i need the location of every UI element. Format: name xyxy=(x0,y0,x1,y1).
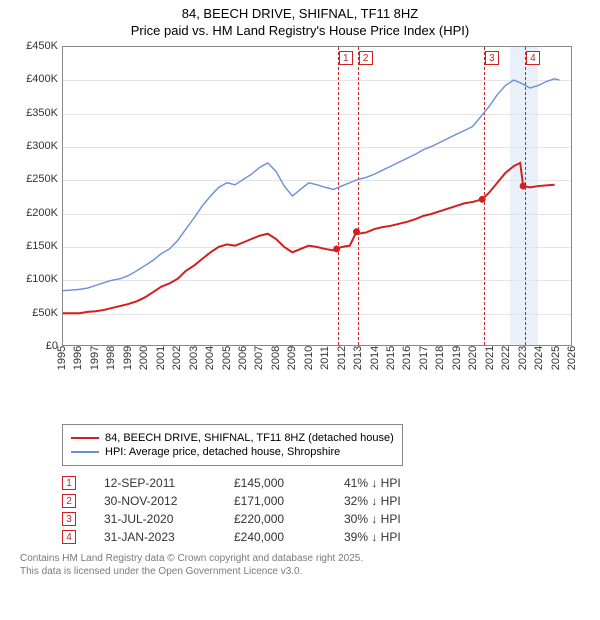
x-tick-label: 2020 xyxy=(467,346,479,370)
x-tick-label: 2015 xyxy=(385,346,397,370)
x-tick-label: 2018 xyxy=(434,346,446,370)
sale-price: £220,000 xyxy=(234,512,344,526)
series-svg xyxy=(63,47,571,345)
x-tick-label: 2011 xyxy=(319,346,331,370)
legend-row-property: 84, BEECH DRIVE, SHIFNAL, TF11 8HZ (deta… xyxy=(71,432,394,444)
x-tick-label: 2000 xyxy=(138,346,150,370)
sale-date: 31-JUL-2020 xyxy=(104,512,234,526)
x-tick-label: 2019 xyxy=(451,346,463,370)
x-tick-label: 1997 xyxy=(89,346,101,370)
sale-row: 3 31-JUL-2020£220,00030% ↓ HPI xyxy=(62,512,600,526)
y-tick-label: £350K xyxy=(18,107,58,119)
x-tick-label: 2017 xyxy=(418,346,430,370)
sale-diff: 41% ↓ HPI xyxy=(344,476,464,490)
sale-point xyxy=(353,228,360,235)
sale-date: 12-SEP-2011 xyxy=(104,476,234,490)
x-tick-label: 2001 xyxy=(155,346,167,370)
x-tick-label: 1995 xyxy=(56,346,68,370)
x-tick-label: 2016 xyxy=(401,346,413,370)
x-tick-label: 1999 xyxy=(122,346,134,370)
title-subtitle: Price paid vs. HM Land Registry's House … xyxy=(0,23,600,38)
footnote: Contains HM Land Registry data © Crown c… xyxy=(20,552,600,578)
sale-number: 2 xyxy=(62,494,76,508)
x-tick-label: 2012 xyxy=(336,346,348,370)
sale-point xyxy=(520,183,527,190)
x-tick-label: 2002 xyxy=(171,346,183,370)
x-tick-label: 1998 xyxy=(105,346,117,370)
footnote-line2: This data is licensed under the Open Gov… xyxy=(20,565,600,578)
y-tick-label: £200K xyxy=(18,207,58,219)
title-block: 84, BEECH DRIVE, SHIFNAL, TF11 8HZ Price… xyxy=(0,0,600,40)
sale-price: £145,000 xyxy=(234,476,344,490)
x-tick-label: 1996 xyxy=(72,346,84,370)
x-tick-label: 2014 xyxy=(369,346,381,370)
x-tick-label: 2007 xyxy=(253,346,265,370)
plot-area: 1234 xyxy=(62,46,572,346)
sale-row: 1 12-SEP-2011£145,00041% ↓ HPI xyxy=(62,476,600,490)
y-tick-label: £100K xyxy=(18,273,58,285)
x-tick-label: 2021 xyxy=(484,346,496,370)
sale-point xyxy=(333,246,340,253)
chart-container: 84, BEECH DRIVE, SHIFNAL, TF11 8HZ Price… xyxy=(0,0,600,620)
sale-diff: 32% ↓ HPI xyxy=(344,494,464,508)
sale-date: 30-NOV-2012 xyxy=(104,494,234,508)
y-tick-label: £50K xyxy=(18,307,58,319)
sale-price: £171,000 xyxy=(234,494,344,508)
sale-diff: 39% ↓ HPI xyxy=(344,530,464,544)
y-tick-label: £250K xyxy=(18,173,58,185)
x-tick-label: 2005 xyxy=(221,346,233,370)
sale-price: £240,000 xyxy=(234,530,344,544)
y-tick-label: £300K xyxy=(18,140,58,152)
series-property xyxy=(63,163,555,313)
x-tick-label: 2013 xyxy=(352,346,364,370)
legend-row-hpi: HPI: Average price, detached house, Shro… xyxy=(71,446,394,458)
x-tick-label: 2025 xyxy=(550,346,562,370)
x-tick-label: 2023 xyxy=(517,346,529,370)
x-tick-label: 2006 xyxy=(237,346,249,370)
x-tick-label: 2009 xyxy=(286,346,298,370)
sale-number: 1 xyxy=(62,476,76,490)
x-tick-label: 2022 xyxy=(500,346,512,370)
x-tick-label: 2004 xyxy=(204,346,216,370)
legend: 84, BEECH DRIVE, SHIFNAL, TF11 8HZ (deta… xyxy=(62,424,403,466)
legend-swatch-hpi xyxy=(71,451,99,453)
y-tick-label: £450K xyxy=(18,40,58,52)
series-hpi xyxy=(63,79,560,291)
y-tick-label: £0 xyxy=(18,340,58,352)
x-tick-label: 2008 xyxy=(270,346,282,370)
sale-number: 3 xyxy=(62,512,76,526)
sale-point xyxy=(479,196,486,203)
sale-number: 4 xyxy=(62,530,76,544)
x-tick-label: 2024 xyxy=(533,346,545,370)
sale-date: 31-JAN-2023 xyxy=(104,530,234,544)
title-address: 84, BEECH DRIVE, SHIFNAL, TF11 8HZ xyxy=(0,6,600,21)
sale-row: 2 30-NOV-2012£171,00032% ↓ HPI xyxy=(62,494,600,508)
y-tick-label: £400K xyxy=(18,73,58,85)
legend-label-hpi: HPI: Average price, detached house, Shro… xyxy=(105,446,340,458)
y-tick-label: £150K xyxy=(18,240,58,252)
x-tick-label: 2003 xyxy=(188,346,200,370)
footnote-line1: Contains HM Land Registry data © Crown c… xyxy=(20,552,600,565)
sale-diff: 30% ↓ HPI xyxy=(344,512,464,526)
legend-label-property: 84, BEECH DRIVE, SHIFNAL, TF11 8HZ (deta… xyxy=(105,432,394,444)
sale-row: 4 31-JAN-2023£240,00039% ↓ HPI xyxy=(62,530,600,544)
sales-table: 1 12-SEP-2011£145,00041% ↓ HPI 2 30-NOV-201… xyxy=(62,476,600,544)
chart-wrap: £0 £50K £100K £150K £200K £250K £300K £350K £400… xyxy=(18,46,578,376)
x-tick-label: 2026 xyxy=(566,346,578,370)
x-tick-label: 2010 xyxy=(303,346,315,370)
legend-swatch-property xyxy=(71,437,99,439)
